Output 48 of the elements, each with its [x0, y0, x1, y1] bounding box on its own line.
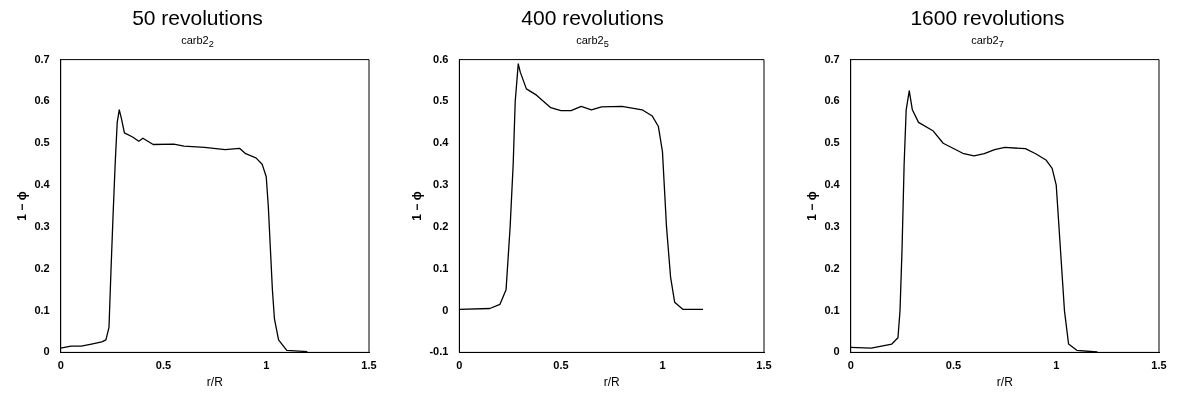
- y-tick-label: 0.2: [823, 261, 840, 274]
- x-tick-label: 1.5: [360, 359, 377, 372]
- y-axis-title: 1 − ϕ: [804, 191, 819, 221]
- y-tick-label: 0: [833, 345, 840, 358]
- x-tick-label: 1: [262, 359, 269, 372]
- x-tick-label: 0: [57, 359, 64, 372]
- y-tick-label: 0.3: [432, 178, 448, 191]
- y-tick-label: 0.6: [33, 94, 50, 107]
- y-axis-title: 1 − ϕ: [14, 191, 29, 221]
- x-axis-title: r/R: [996, 375, 1013, 390]
- y-tick-label: 0.6: [432, 52, 448, 65]
- y-tick-label: 0.6: [823, 94, 840, 107]
- y-tick-label: 0.1: [33, 303, 50, 316]
- chart-subtitle: carb2$_{2}$: [180, 34, 215, 50]
- x-axis-title: r/R: [603, 375, 620, 390]
- y-tick-label: 0.1: [823, 303, 840, 316]
- x-tick-label: 1: [1052, 359, 1059, 372]
- x-tick-label: 0: [847, 359, 854, 372]
- y-tick-label: 0.2: [33, 261, 50, 274]
- x-tick-label: 0: [455, 359, 462, 372]
- y-tick-label: 0.4: [432, 136, 449, 149]
- chart-subtitle: carb2$_{5}$: [575, 34, 610, 50]
- x-tick-label: 0.5: [945, 359, 961, 372]
- y-tick-label: 0.5: [823, 136, 840, 149]
- x-tick-label: 1.5: [755, 359, 772, 372]
- x-axis-title: r/R: [206, 375, 223, 390]
- y-tick-label: 0.3: [33, 219, 50, 232]
- chart-subtitle: carb2$_{7}$: [970, 34, 1005, 50]
- x-tick-label: 0.5: [155, 359, 171, 372]
- y-tick-label: 0.5: [33, 136, 50, 149]
- y-axis-title: 1 − ϕ: [409, 191, 424, 221]
- chart-title: 400 revolutions: [520, 6, 665, 31]
- x-tick-label: 1.5: [1150, 359, 1167, 372]
- y-tick-label: 0.7: [33, 52, 50, 65]
- y-tick-label: 0.7: [823, 52, 840, 65]
- x-tick-label: 0.5: [552, 359, 569, 372]
- y-tick-label: 0.2: [432, 219, 448, 232]
- chart-title: 50 revolutions: [131, 6, 264, 31]
- y-tick-label: 0: [43, 345, 50, 358]
- y-tick-label: -0.1: [428, 345, 448, 358]
- y-tick-label: 0.5: [432, 94, 448, 107]
- chart-title: 1600 revolutions: [909, 6, 1066, 31]
- y-tick-label: 0.3: [823, 219, 840, 232]
- y-tick-label: 0: [441, 303, 448, 316]
- y-tick-label: 0.4: [33, 178, 51, 191]
- x-tick-label: 1: [658, 359, 666, 372]
- y-tick-label: 0.1: [432, 261, 448, 274]
- y-tick-label: 0.4: [823, 178, 841, 191]
